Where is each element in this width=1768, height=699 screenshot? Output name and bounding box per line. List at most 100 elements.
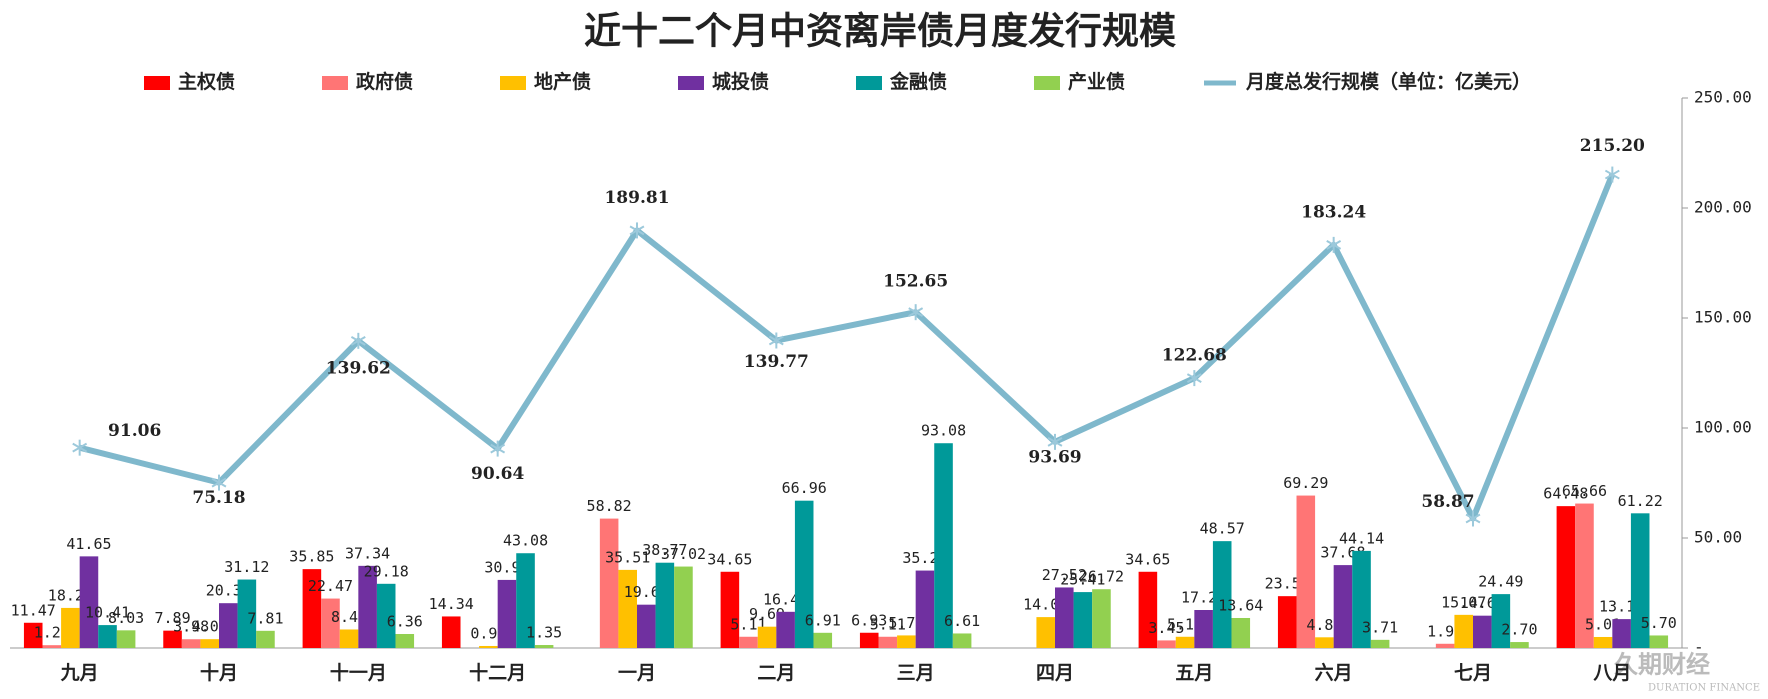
bar-value-label: 37.02	[661, 545, 706, 563]
bar	[219, 603, 238, 648]
line-marker	[211, 477, 227, 488]
bar	[1630, 513, 1650, 648]
x-tick-label: 九月	[60, 662, 99, 684]
bar	[163, 630, 182, 648]
legend-label: 产业债	[1068, 70, 1125, 93]
bar-value-label: 10.41	[85, 604, 130, 622]
bar-value-label: 7.81	[247, 609, 283, 627]
bar	[339, 629, 359, 648]
bar-value-label: 5.10	[1167, 615, 1203, 633]
bar	[1157, 640, 1176, 648]
bar-value-label: 4.01	[192, 618, 228, 636]
x-tick-label: 一月	[618, 662, 656, 684]
bar-value-label: 69.29	[1283, 474, 1328, 492]
bar-value-label: 38.77	[642, 541, 687, 559]
bar-value-label: 34.65	[1125, 550, 1170, 568]
x-tick-label: 五月	[1175, 662, 1213, 684]
bar-value-label: 5.70	[1641, 614, 1677, 632]
bar	[720, 571, 740, 648]
line-marker	[1186, 373, 1202, 383]
bar	[1510, 642, 1529, 648]
y-tick-label: 200.00	[1694, 198, 1752, 217]
bar-value-label: 1.35	[526, 624, 562, 642]
line-value-label: 75.18	[192, 488, 245, 508]
bar	[1277, 596, 1297, 648]
y-tick-label: -	[1694, 638, 1704, 657]
bar	[674, 566, 693, 648]
line-value-label: 93.69	[1028, 447, 1081, 467]
bar	[813, 632, 833, 648]
line-value-label: 58.87	[1421, 492, 1474, 512]
bar	[237, 579, 257, 648]
bar	[256, 630, 275, 648]
bar	[1055, 587, 1074, 648]
bar	[302, 569, 322, 648]
bar-value-label: 58.82	[587, 497, 632, 515]
line-value-label: 90.64	[471, 464, 524, 484]
line-marker	[350, 335, 366, 346]
x-tick-label: 十月	[200, 661, 238, 684]
bar	[358, 565, 377, 648]
bar-value-label: 6.91	[805, 611, 841, 629]
watermark: 久期财经	[1614, 650, 1710, 679]
bar-value-label: 64.48	[1543, 485, 1588, 503]
legend-swatch	[678, 76, 704, 90]
bar	[1649, 635, 1669, 648]
bar	[934, 443, 953, 648]
bar-value-label: 27.52	[1042, 566, 1087, 584]
bar	[757, 626, 777, 648]
bar-value-label: 13.64	[1218, 596, 1263, 614]
bar-value-label: 5.11	[870, 615, 906, 633]
bar	[181, 639, 201, 648]
bar	[915, 570, 935, 648]
bar	[1138, 571, 1158, 648]
bar-value-label: 7.89	[154, 609, 190, 627]
bar-value-label: 9.69	[749, 605, 785, 623]
bar	[497, 579, 517, 648]
bar-value-label: 4.86	[1306, 616, 1342, 634]
bar	[1612, 619, 1631, 648]
bar	[1092, 589, 1111, 648]
bar	[618, 569, 637, 648]
bar-value-label: 43.08	[503, 532, 548, 550]
line-marker	[1047, 437, 1063, 447]
bar-value-label: 2.70	[1501, 621, 1537, 639]
bar-value-label: 1.28	[34, 624, 70, 642]
bar-value-label: 41.65	[66, 535, 111, 553]
line-marker	[1604, 169, 1620, 180]
x-tick-label: 十二月	[469, 661, 526, 684]
chart-title: 近十二个月中资离岸债月度发行规模	[584, 9, 1176, 53]
bar-value-label: 6.36	[387, 613, 423, 631]
bar-value-label: 29.18	[364, 562, 409, 580]
bar-value-label: 5.11	[730, 615, 766, 633]
bar-value-label: 35.85	[289, 548, 334, 566]
bar	[599, 518, 619, 648]
bar	[1073, 592, 1093, 648]
bar	[1212, 541, 1232, 648]
x-tick-label: 二月	[757, 662, 795, 684]
bar	[1194, 610, 1213, 648]
bar	[1352, 550, 1371, 648]
x-tick-label: 四月	[1036, 662, 1074, 684]
bar	[376, 583, 396, 648]
bar	[776, 611, 795, 648]
total-line	[78, 173, 1616, 522]
legend-label: 城投债	[712, 70, 769, 93]
bar-value-label: 15.07	[1441, 593, 1486, 611]
bar	[1593, 636, 1613, 648]
bar-value-label: 6.61	[944, 612, 980, 630]
line-marker	[1465, 513, 1481, 524]
line-value-label: 122.68	[1162, 346, 1227, 366]
bar	[1333, 565, 1353, 648]
bar	[1575, 503, 1594, 648]
bar	[1231, 617, 1251, 648]
bar	[859, 632, 879, 648]
line-marker	[490, 443, 506, 454]
bar	[23, 622, 43, 648]
x-tick-label: 七月	[1454, 662, 1492, 684]
x-tick-label: 三月	[897, 662, 935, 684]
bar	[637, 604, 656, 648]
bar-value-label: 14.34	[429, 595, 474, 613]
legend-label: 主权债	[178, 70, 235, 93]
